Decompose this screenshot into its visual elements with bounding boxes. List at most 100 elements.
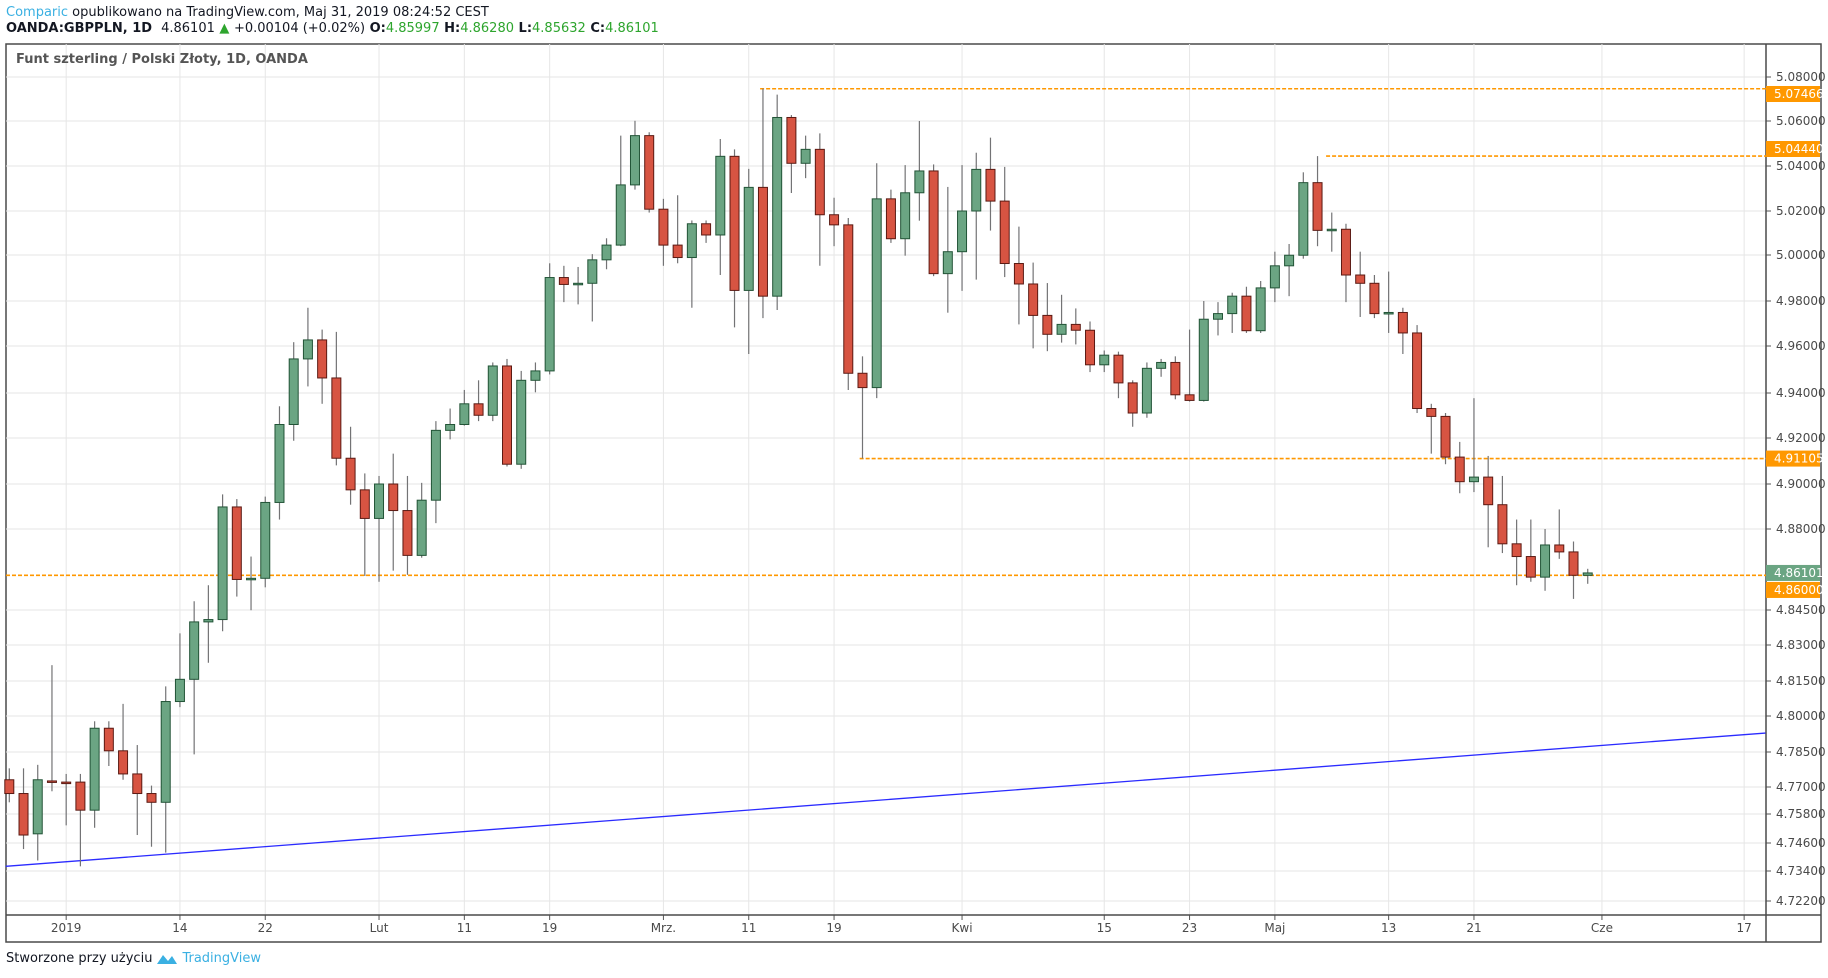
candle-up [772,116,783,297]
candle-up [615,184,626,246]
x-tick-label: Kwi [952,921,973,935]
candle-up [544,277,555,372]
y-tick-label: 4.83000 [1776,638,1826,652]
candle-up [914,170,925,194]
candle-up [1056,323,1067,335]
candle-down [146,793,157,803]
candle-down [1497,504,1508,545]
candle-up [1255,287,1266,332]
candle-down [502,365,512,465]
candle-up [274,424,285,503]
candle-down [473,403,484,416]
x-tick-label: Maj [1264,921,1285,935]
candle-up [942,251,953,275]
candle-down [1454,456,1465,483]
y-tick-label: 4.80000 [1776,709,1826,723]
candle-up [32,779,43,835]
y-tick-label: 5.00000 [1776,248,1826,262]
candle-up [686,223,697,259]
candle-up [1198,318,1209,401]
close-label: C: [590,21,606,36]
candle-down [985,168,996,202]
candle-down [729,155,740,291]
y-tick-label: 4.81500 [1776,674,1826,688]
level-price-label: 5.07466 [1774,87,1824,101]
x-tick-label: Mrz. [651,921,676,935]
candle-up [1141,367,1152,414]
candle-up [1156,361,1167,369]
candle-down [1184,394,1195,401]
candle-down [644,135,655,210]
y-tick-label: 4.75800 [1776,807,1826,821]
x-tick-label: 11 [741,921,756,935]
candle-up [1213,313,1223,320]
candle-down [1355,274,1366,284]
x-tick-label: 22 [258,921,273,935]
candle-up [189,621,200,680]
close-value: 4.86101 [605,21,659,36]
candle-up [629,135,640,186]
author-link[interactable]: Comparic [6,5,69,20]
candle-down [132,773,143,795]
candle-up [160,701,171,803]
up-triangle-icon: ▲ [219,21,230,36]
candle-down [1412,332,1423,410]
candle-up [1298,182,1309,256]
candle-up [1383,311,1394,315]
candle-down [558,277,569,285]
x-tick-label: 23 [1182,921,1197,935]
candle-up [430,429,441,501]
y-tick-label: 5.08000 [1776,70,1826,84]
x-tick-label: Lut [370,921,389,935]
current-price-label-bg [1766,564,1820,581]
candle-up [246,577,257,581]
x-tick-label: 13 [1381,921,1396,935]
y-tick-label: 5.02000 [1776,204,1826,218]
x-tick-label: 17 [1736,921,1751,935]
candle-down [1511,543,1522,558]
y-tick-label: 4.84500 [1776,603,1826,617]
level-price-label-bg [1766,141,1820,157]
candle-up [971,168,982,212]
candle-down [658,208,669,246]
candle-down [1070,323,1081,331]
y-tick-label: 4.96000 [1776,339,1826,353]
candle-down [1340,228,1351,276]
candle-down [1028,283,1039,316]
y-tick-label: 4.94000 [1776,386,1826,400]
candle-down [1241,295,1252,332]
candle-down [4,779,15,795]
publish-info: Comparic opublikowano na TradingView.com… [6,5,489,20]
candle-up [217,506,228,621]
candle-down [928,170,939,275]
candle-up [260,501,271,579]
tradingview-link[interactable]: TradingView [182,951,261,966]
candle-up [445,424,456,431]
candle-up [89,727,100,811]
candle-up [516,379,527,465]
candle-down [786,116,797,164]
candle-down [1312,182,1323,231]
x-tick-label: 11 [457,921,472,935]
candle-down [757,186,768,297]
candle-down [701,223,712,236]
y-tick-label: 4.77000 [1776,780,1826,794]
level-price-label-bg [1766,581,1820,598]
candle-down [1426,408,1437,417]
candle-down [1369,282,1380,315]
candle-down [1568,551,1579,576]
candle-up [1099,354,1110,366]
y-tick-label: 4.78500 [1776,745,1826,759]
candle-down [843,224,854,374]
candle-up [1582,572,1593,576]
candle-up [1540,544,1551,578]
candle-down [1113,354,1124,384]
candle-down [61,781,72,785]
candle-down [857,372,868,389]
footer-text: Stworzone przy użyciu [6,951,153,966]
candle-down [1085,329,1096,366]
trendline[interactable] [5,732,1766,867]
candle-up [487,365,498,416]
candle-up [302,339,313,360]
